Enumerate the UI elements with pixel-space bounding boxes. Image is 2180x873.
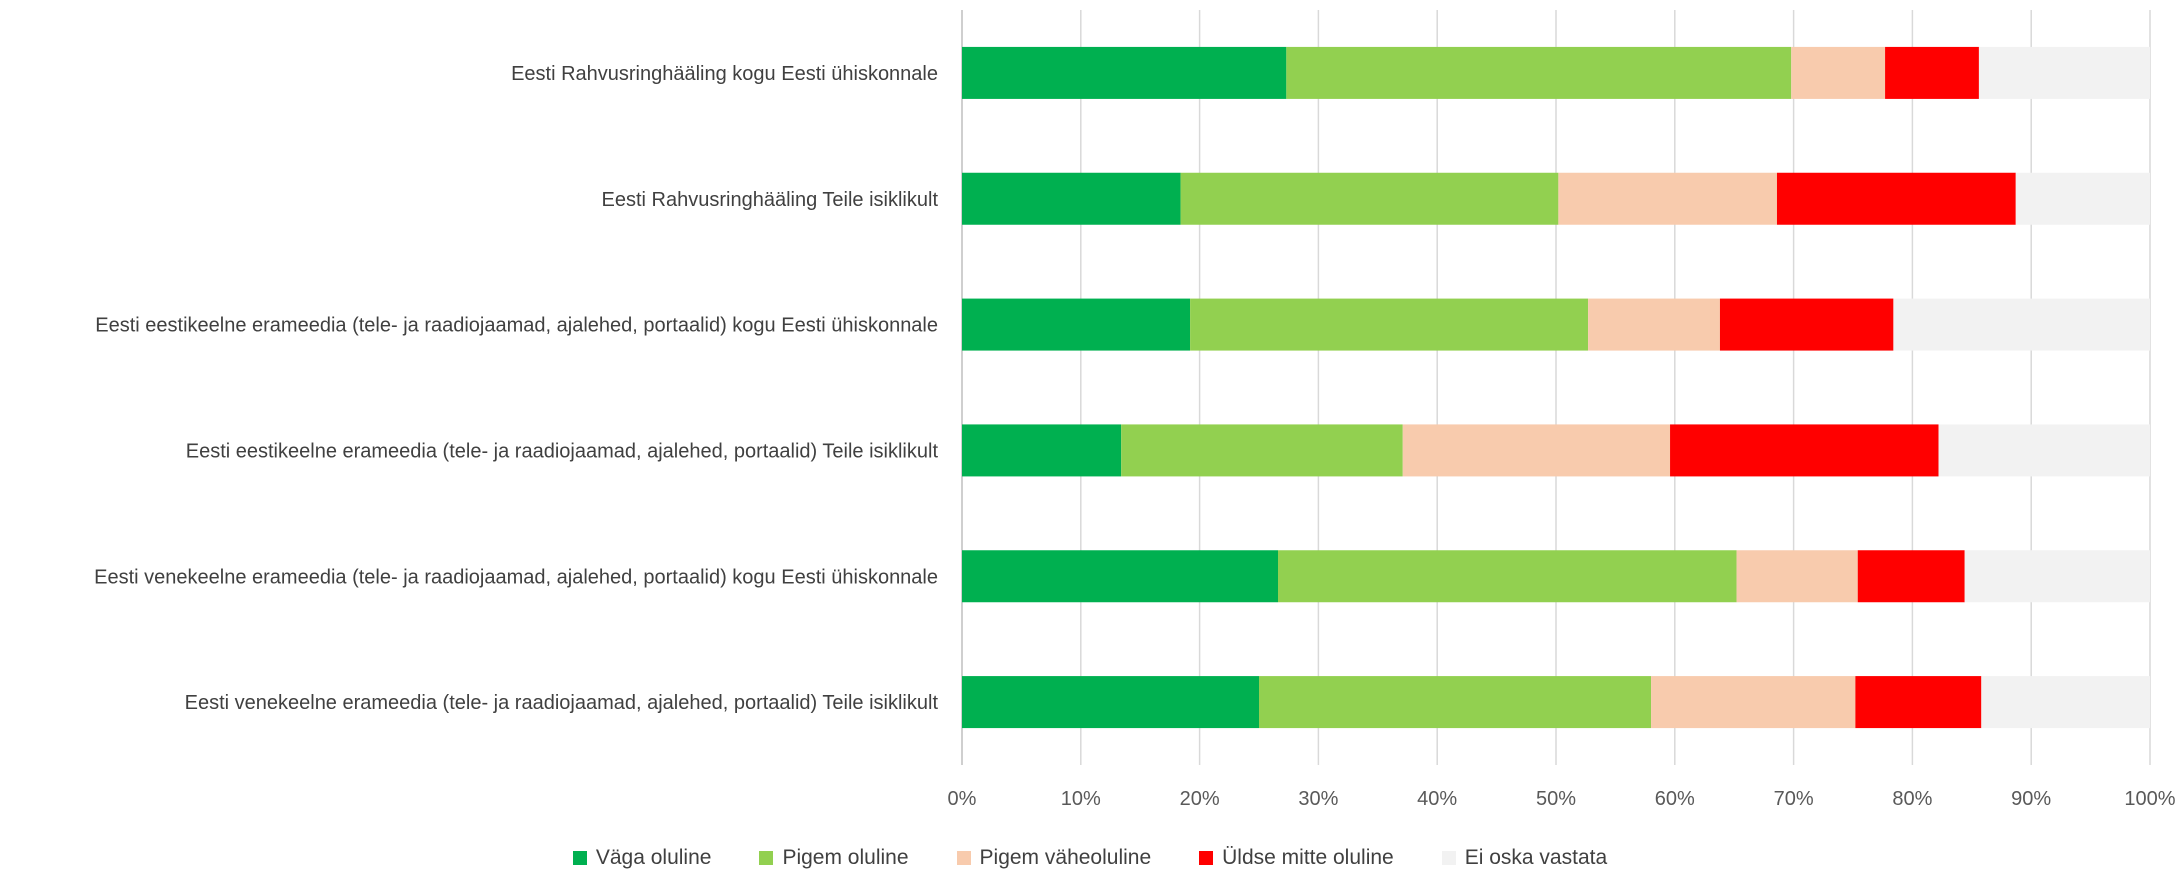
legend-label: Pigem väheoluline xyxy=(979,846,1152,869)
bar-segment xyxy=(1190,298,1589,351)
bar-segment xyxy=(1938,424,2150,477)
legend-swatch xyxy=(572,851,587,865)
stacked-bar-chart: 0% 10% 20% 30% 40% 50% 60% 70% 80% 90% 100% Eesti R… xyxy=(94,10,2176,810)
legend-swatch xyxy=(759,851,774,865)
bar-segment xyxy=(962,676,1259,729)
x-tick-label: 30% xyxy=(1298,788,1338,810)
bar-segment xyxy=(1651,676,1856,729)
bar-segment xyxy=(1402,424,1671,477)
bar-segment xyxy=(1259,676,1652,729)
legend-item: Väga oluline xyxy=(572,846,712,870)
bar-segment xyxy=(1286,46,1792,99)
bar-segment xyxy=(1885,46,1979,99)
x-tick-label: 10% xyxy=(1061,788,1101,810)
legend-label: Ei oska vastata xyxy=(1464,846,1608,869)
x-tick-label: 50% xyxy=(1536,788,1576,810)
bar-segment xyxy=(1278,550,1737,603)
x-tick-label: 0% xyxy=(948,788,977,810)
legend-label: Väga oluline xyxy=(595,846,712,869)
category-label: Eesti venekeelne erameedia (tele- ja raa… xyxy=(185,692,939,714)
category-label: Eesti Rahvusringhääling kogu Eesti ühisk… xyxy=(511,63,938,85)
bar-segment xyxy=(1857,550,1965,603)
x-tick-label: 20% xyxy=(1180,788,1220,810)
bar-segment xyxy=(1588,298,1720,351)
category-label: Eesti venekeelne erameedia (tele- ja raa… xyxy=(94,566,938,588)
category-label: Eesti eestikeelne erameedia (tele- ja ra… xyxy=(95,315,938,337)
bar-segment xyxy=(962,46,1287,99)
bar-segment xyxy=(1670,424,1939,477)
legend-swatch xyxy=(1199,851,1214,865)
legend-label: Üldse mitte oluline xyxy=(1222,846,1394,869)
bar-segment xyxy=(1719,298,1894,351)
legend-item: Ei oska vastata xyxy=(1441,846,1608,870)
bar-segment xyxy=(1736,550,1858,603)
bar-segment xyxy=(1893,298,2150,351)
category-label: Eesti Rahvusringhääling Teile isiklikult xyxy=(602,189,939,211)
x-tick-label: 80% xyxy=(1892,788,1932,810)
legend-swatch xyxy=(956,851,971,865)
x-tick-label: 100% xyxy=(2124,788,2175,810)
bar-segment xyxy=(962,172,1181,225)
bar-segment xyxy=(1558,172,1777,225)
bar-segment xyxy=(2015,172,2150,225)
bar-segment xyxy=(1121,424,1403,477)
bar-segment xyxy=(1791,46,1886,99)
bar-segment xyxy=(962,550,1279,603)
bar-segment xyxy=(1180,172,1559,225)
x-tick-label: 60% xyxy=(1655,788,1695,810)
legend-label: Pigem oluline xyxy=(782,846,909,869)
chart-legend: Väga oluline Pigem oluline Pigem väheoluli… xyxy=(0,843,2180,873)
legend-item: Pigem väheoluline xyxy=(956,846,1152,870)
bar-segment xyxy=(1981,676,2150,729)
legend-item: Üldse mitte oluline xyxy=(1199,846,1394,870)
legend-swatch xyxy=(1441,851,1456,865)
x-tick-label: 90% xyxy=(2011,788,2051,810)
x-tick-label: 40% xyxy=(1417,788,1457,810)
bar-segment xyxy=(1964,550,2150,603)
bar-segment xyxy=(962,424,1122,477)
bar-segment xyxy=(1978,46,2150,99)
bar-segment xyxy=(1855,676,1982,729)
legend-item: Pigem oluline xyxy=(759,846,909,870)
bar-segment xyxy=(1776,172,2016,225)
bar-segment xyxy=(962,298,1191,351)
category-label: Eesti eestikeelne erameedia (tele- ja ra… xyxy=(186,440,939,462)
x-tick-label: 70% xyxy=(1774,788,1814,810)
